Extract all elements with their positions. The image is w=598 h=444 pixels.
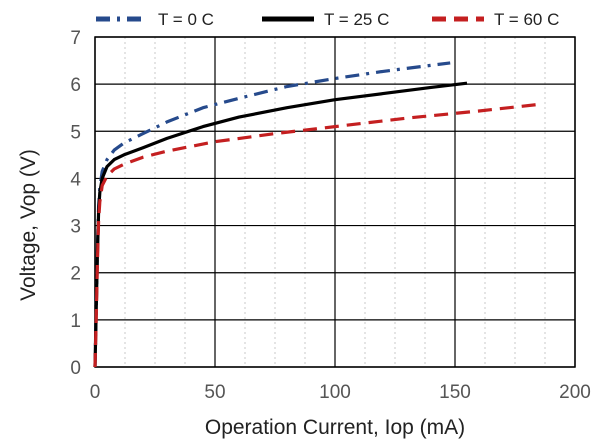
x-tick-label: 150 bbox=[439, 382, 471, 403]
y-tick-label: 7 bbox=[70, 28, 81, 49]
y-axis-title: Voltage, Vop (V) bbox=[17, 149, 40, 301]
x-axis-title: Operation Current, Iop (mA) bbox=[205, 416, 465, 439]
y-tick-label: 1 bbox=[70, 311, 81, 332]
y-tick-label: 4 bbox=[70, 169, 81, 190]
legend-label: T = 25 C bbox=[324, 10, 389, 29]
legend-label: T = 0 C bbox=[158, 10, 214, 29]
x-tick-label: 0 bbox=[90, 382, 101, 403]
legend: T = 0 C T = 25 C T = 60 C bbox=[96, 10, 559, 29]
series-lines bbox=[93, 61, 540, 368]
y-tick-label: 6 bbox=[70, 75, 81, 96]
grid bbox=[94, 36, 576, 368]
plot-frame bbox=[94, 36, 576, 368]
x-tick-label: 200 bbox=[559, 382, 591, 403]
series-line-3 bbox=[93, 102, 540, 368]
x-tick-label: 100 bbox=[319, 382, 351, 403]
tick-labels: 0 50 100 150 200 0 1 2 3 4 5 6 7 bbox=[70, 28, 590, 403]
y-tick-label: 5 bbox=[70, 122, 81, 143]
y-tick-label: 3 bbox=[70, 217, 81, 238]
x-tick-label: 50 bbox=[204, 382, 225, 403]
legend-label: T = 60 C bbox=[494, 10, 559, 29]
series-line-2 bbox=[93, 81, 468, 368]
y-tick-label: 0 bbox=[70, 358, 81, 379]
y-tick-label: 2 bbox=[70, 264, 81, 285]
series-line-1 bbox=[93, 61, 451, 368]
